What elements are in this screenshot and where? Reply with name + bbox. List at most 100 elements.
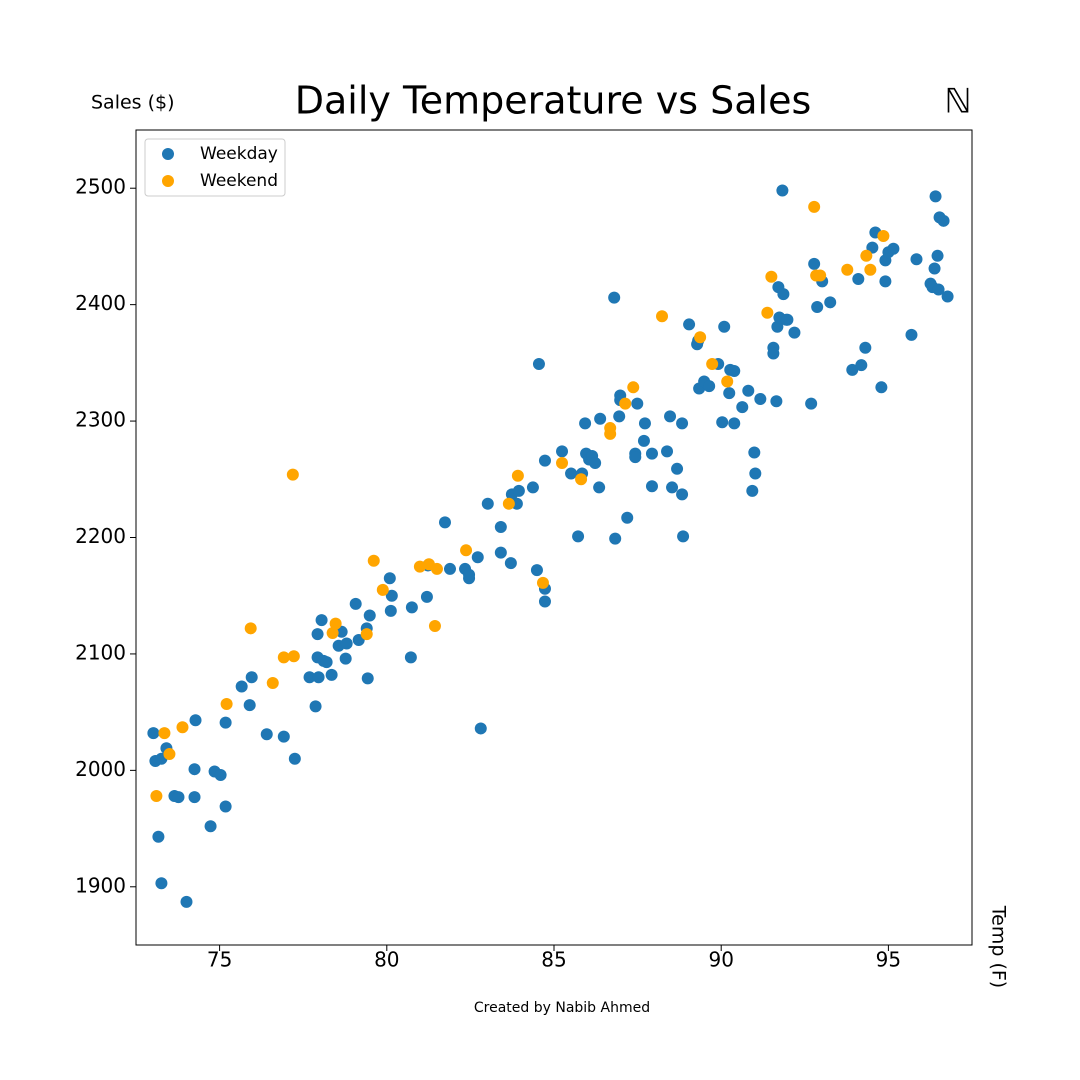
point [361,672,374,685]
point [438,516,451,529]
point [666,481,679,494]
point [572,530,585,543]
point [219,716,232,729]
y-tick-label: 1900 [75,873,126,897]
legend-marker [162,148,174,160]
point [428,619,441,632]
point [260,728,273,741]
point [502,497,515,510]
point [147,727,160,740]
point [937,214,950,227]
point [676,417,689,430]
point [367,554,380,567]
point [776,184,789,197]
x-tick-label: 80 [374,948,399,972]
point [846,363,859,376]
point [637,434,650,447]
point [808,200,821,213]
point [311,628,324,641]
point [877,229,890,242]
x-tick-label: 75 [207,948,232,972]
point [656,310,669,323]
point [629,451,642,464]
point [613,410,626,423]
point [765,270,778,283]
point [619,397,632,410]
y-axis-label: Sales ($) [91,92,175,114]
point [864,263,877,276]
point [781,313,794,326]
point [420,590,433,603]
point [661,445,674,458]
point [706,358,719,371]
point [204,820,217,833]
point [860,249,873,262]
point [326,626,339,639]
point [463,568,476,581]
point [325,668,338,681]
point [746,484,759,497]
point [180,895,193,908]
point [631,397,644,410]
point [444,562,457,575]
point [339,652,352,665]
point [532,358,545,371]
point [349,597,362,610]
point [609,532,622,545]
point [664,410,677,423]
point [536,576,549,589]
point [855,359,868,372]
point [608,291,621,304]
point [852,273,865,286]
point [329,617,342,630]
point [277,651,290,664]
point [676,488,689,501]
point [910,253,923,266]
point [771,320,784,333]
caption: Created by Nabib Ahmed [474,1000,650,1016]
point [320,656,333,669]
point [814,269,827,282]
point [312,671,325,684]
point [219,800,232,813]
point [244,622,257,635]
point [288,752,301,765]
point [579,417,592,430]
point [742,384,755,397]
legend-label: Weekend [200,171,278,191]
point [277,730,290,743]
point [604,427,617,440]
point [683,318,696,331]
point [728,417,741,430]
point [155,877,168,890]
point [716,416,729,429]
legend-label: Weekday [200,144,278,164]
point [575,473,588,486]
point [494,546,507,559]
point [150,789,163,802]
point [928,262,941,275]
point [413,560,426,573]
point [721,375,734,388]
x-axis-label: Temp (F) [988,905,1010,988]
point [565,467,578,480]
point [286,468,299,481]
y-tick-label: 2200 [75,524,126,548]
point [593,481,606,494]
point [481,497,494,510]
point [511,469,524,482]
point [512,484,525,497]
point [777,288,790,301]
point [932,283,945,296]
point [158,727,171,740]
point [728,365,741,378]
point [859,341,872,354]
x-tick-label: 95 [876,948,901,972]
point [315,614,328,627]
y-tick-label: 2300 [75,408,126,432]
point [811,300,824,313]
point [718,320,731,333]
chart-title: Daily Temperature vs Sales [295,79,812,123]
point [430,562,443,575]
